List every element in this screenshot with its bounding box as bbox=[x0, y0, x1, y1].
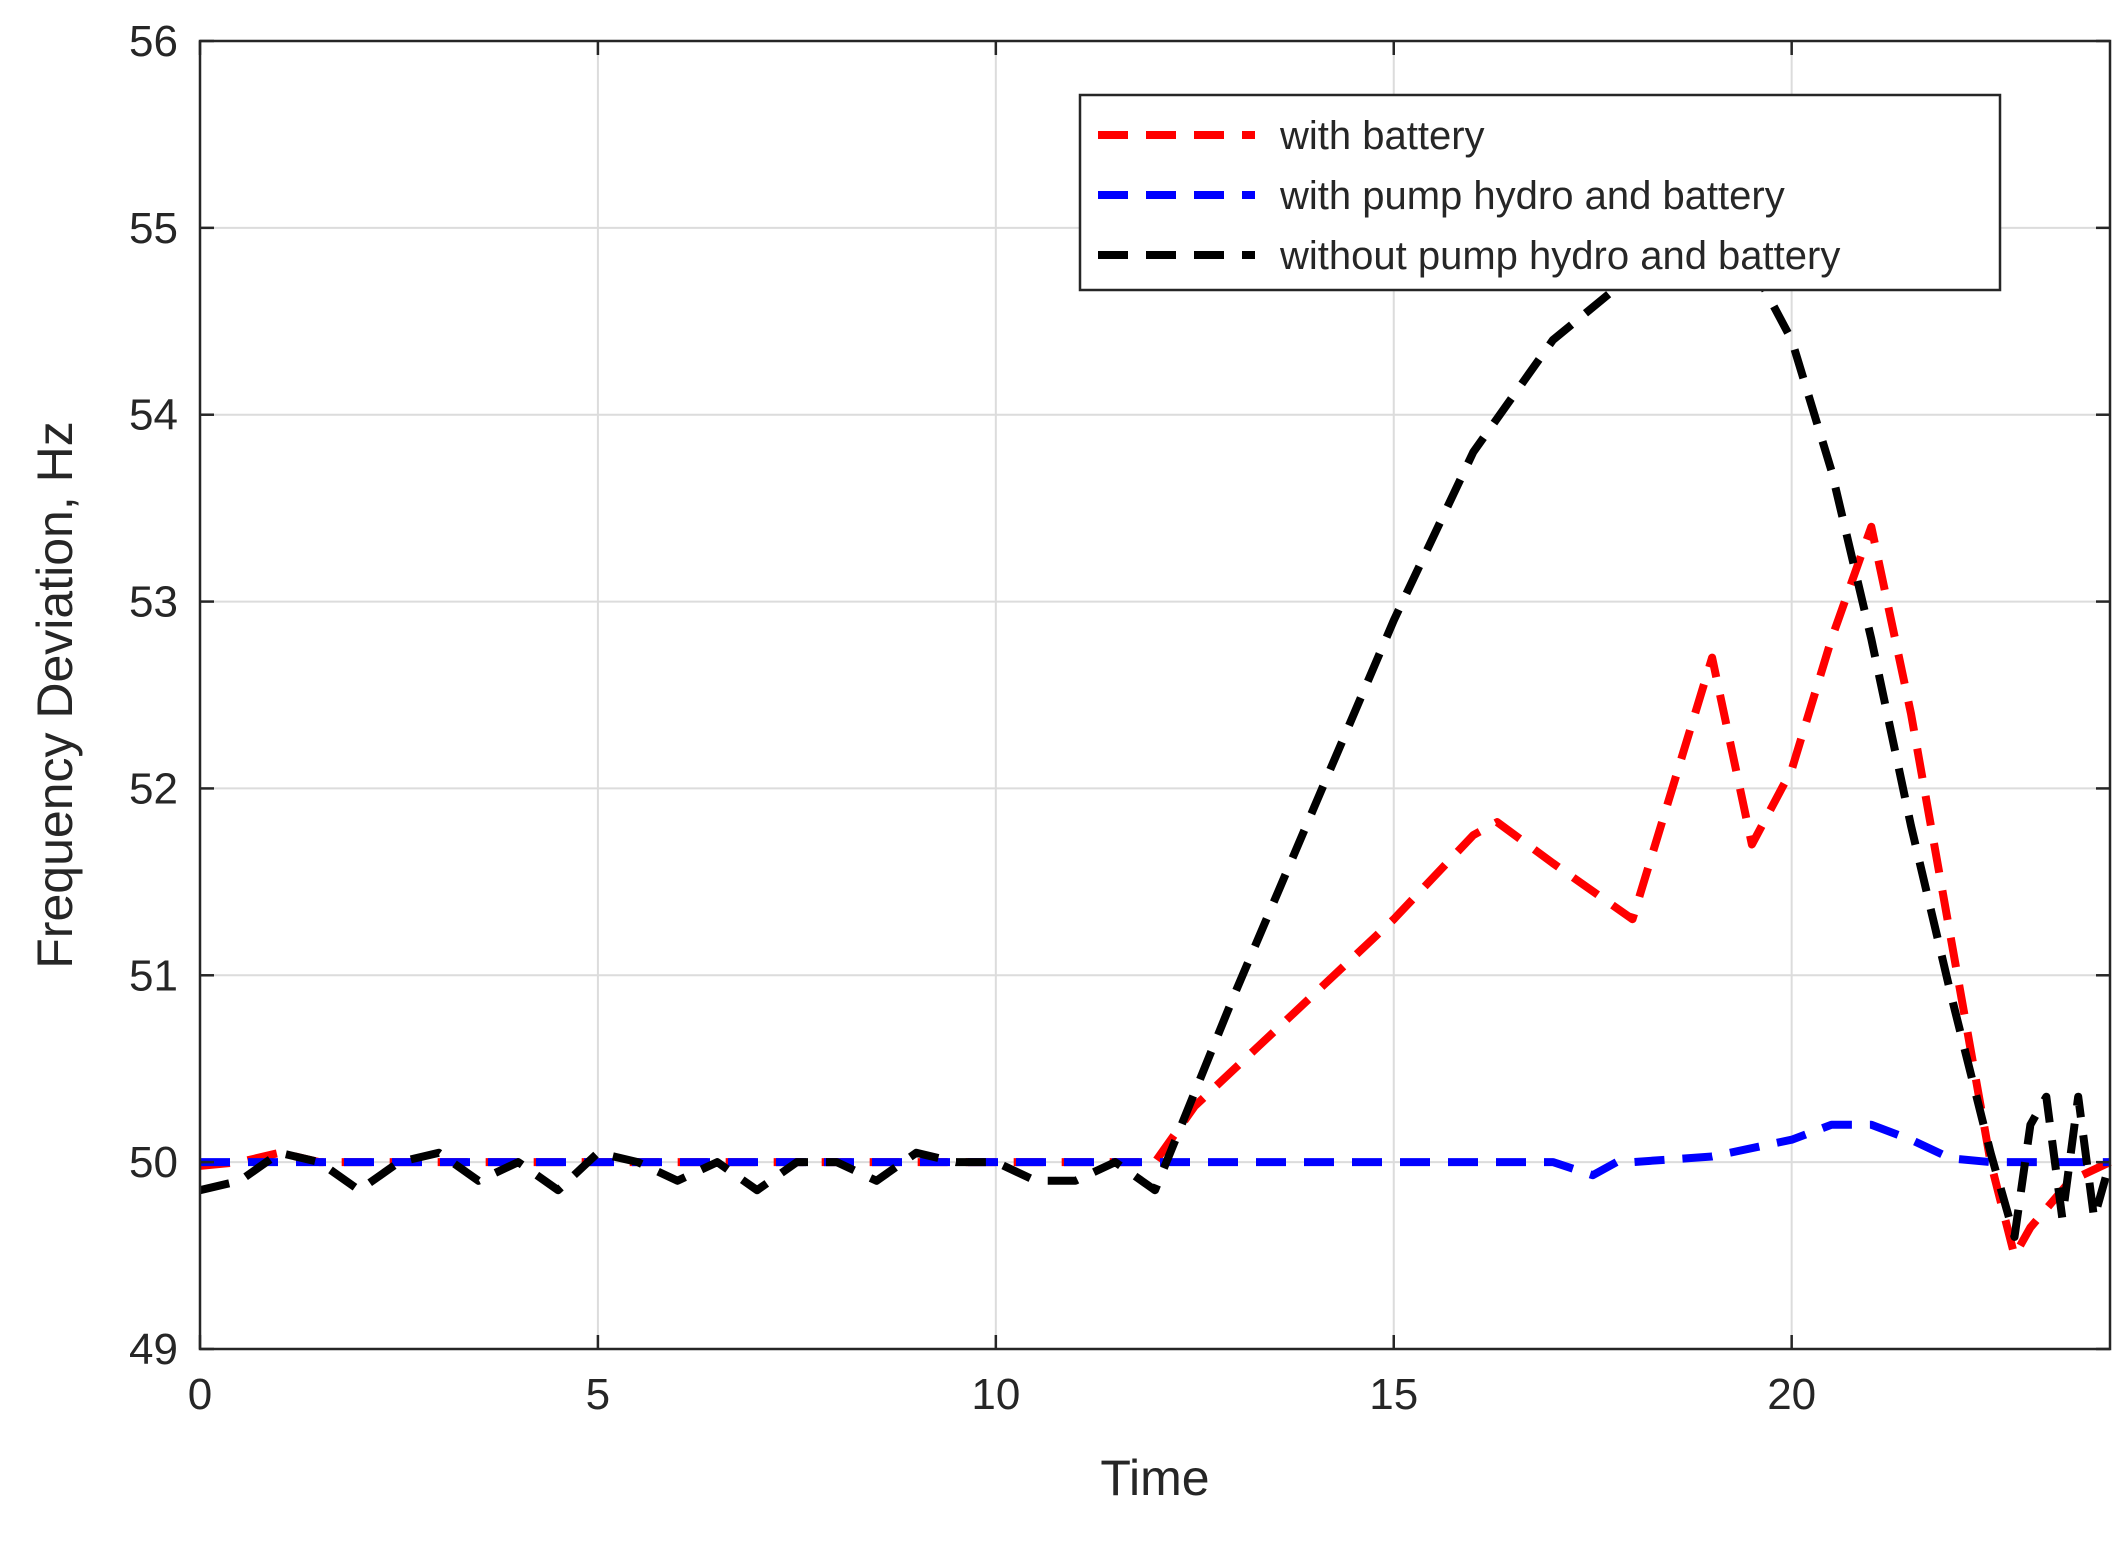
x-tick-label: 10 bbox=[971, 1370, 1020, 1419]
legend: with battery with pump hydro and battery w… bbox=[1078, 93, 2002, 292]
y-tick-label: 52 bbox=[129, 764, 178, 813]
y-tick-label: 51 bbox=[129, 951, 178, 1000]
legend-label-2: without pump hydro and battery bbox=[1279, 234, 1840, 278]
x-tick-label: 0 bbox=[188, 1370, 212, 1419]
y-tick-label: 53 bbox=[129, 578, 178, 627]
plot-series bbox=[199, 242, 2114, 1260]
legend-box bbox=[1078, 93, 2002, 292]
y-tick-label: 50 bbox=[129, 1138, 178, 1187]
x-tick-label: 5 bbox=[586, 1370, 610, 1419]
x-tick-label: 20 bbox=[1767, 1370, 1816, 1419]
y-tick-label: 56 bbox=[129, 17, 178, 66]
plot-area-frame bbox=[198, 39, 2112, 1351]
x-tick-label: 15 bbox=[1369, 1370, 1418, 1419]
y-tick-label: 54 bbox=[129, 391, 178, 440]
legend-label-0: with battery bbox=[1279, 114, 1485, 158]
x-axis-label: Time bbox=[1100, 1450, 1209, 1506]
grid-lines bbox=[199, 40, 2110, 1350]
axis-ticks: 0 5 10 15 20 49 50 51 52 53 54 55 56 bbox=[129, 17, 2110, 1419]
y-tick-label: 55 bbox=[129, 204, 178, 253]
series-line-2 bbox=[199, 242, 2114, 1241]
y-tick-label: 49 bbox=[129, 1325, 178, 1374]
y-axis-label: Frequency Deviation, Hz bbox=[27, 421, 83, 968]
legend-label-1: with pump hydro and battery bbox=[1279, 174, 1785, 218]
